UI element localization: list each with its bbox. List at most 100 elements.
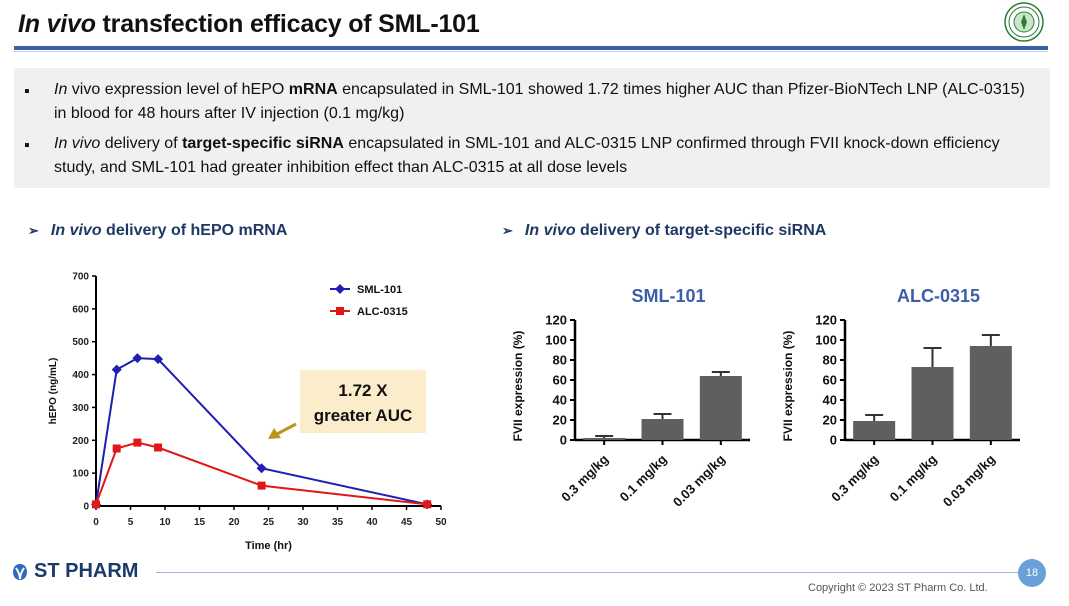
x-tick-label: 30 xyxy=(297,517,309,528)
y-tick-label: 500 xyxy=(72,337,89,348)
st-pharm-logo-icon xyxy=(13,563,27,580)
y-tick-label: 200 xyxy=(72,436,89,447)
footer-logo: ST PHARM xyxy=(10,560,138,583)
y-tick-label: 120 xyxy=(545,313,567,328)
y-tick-label: 80 xyxy=(823,353,837,368)
b1-text1: vivo expression level of hEPO xyxy=(67,81,289,98)
x-axis-label: Time (hr) xyxy=(245,540,292,552)
callout-arrow-shaft xyxy=(276,422,297,436)
y-tick-label: 120 xyxy=(815,313,837,328)
x-tick-label: 5 xyxy=(128,517,134,528)
bar xyxy=(911,367,954,440)
y-tick-label: 600 xyxy=(72,304,89,315)
x-tick-label: 50 xyxy=(435,517,447,528)
y-tick-label: 60 xyxy=(823,373,837,388)
b2-bold: target-specific siRNA xyxy=(182,135,344,152)
legend-label: SML-101 xyxy=(357,284,402,296)
x-tick-label: 25 xyxy=(263,517,275,528)
b1-italic: In xyxy=(54,81,68,98)
bar xyxy=(853,421,896,440)
y-tick-label: 100 xyxy=(545,333,567,348)
title-underline xyxy=(14,46,1048,50)
y-tick-label: 0 xyxy=(830,433,837,448)
section-left-text: delivery of hEPO mRNA xyxy=(101,222,288,239)
arrow-bullet-icon: ➢ xyxy=(28,223,39,238)
x-tick-label: 40 xyxy=(366,517,378,528)
summary-box xyxy=(14,68,1050,188)
title-underline-thin xyxy=(14,51,1048,52)
page-number-badge: 18 xyxy=(1018,559,1046,587)
bullet-marker: ▪ xyxy=(24,137,30,154)
x-tick-label: 0.1 mg/kg xyxy=(617,451,670,504)
copyright-text: Copyright © 2023 ST Pharm Co. Ltd. xyxy=(808,582,988,594)
bar xyxy=(969,346,1012,440)
page-title: In vivo transfection efficacy of SML-101 xyxy=(18,10,480,39)
y-tick-label: 400 xyxy=(72,370,89,381)
x-tick-label: 35 xyxy=(332,517,344,528)
y-tick-label: 40 xyxy=(823,393,837,408)
alc0315-bar-chart: ALC-0315 0 20 40 60 80 100 120 FVII expression (… xyxy=(781,286,1020,510)
seal-logo-icon xyxy=(1004,2,1044,42)
x-tick-label: 0.1 mg/kg xyxy=(887,451,940,504)
series-line xyxy=(95,441,428,506)
y-tick-label: 300 xyxy=(72,403,89,414)
data-point xyxy=(111,364,122,375)
callout-arrow-head-icon xyxy=(268,428,281,439)
y-tick-label: 60 xyxy=(553,373,567,388)
x-tick-label: 0.03 mg/kg xyxy=(670,451,728,509)
x-tick-label: 10 xyxy=(159,517,171,528)
footer-divider xyxy=(156,572,1018,573)
bar-chart-title: ALC-0315 xyxy=(897,286,980,306)
auc-callout-line2: greater AUC xyxy=(314,406,413,425)
b1-text2: encapsulated in SML-101 showed 1.72 time… xyxy=(54,81,1025,122)
summary-bullet-2: In vivo delivery of target-specific siRN… xyxy=(54,132,1034,180)
section-right-italic: In vivo xyxy=(524,222,576,239)
x-tick-label: 15 xyxy=(194,517,206,528)
hepo-line-chart: 0 100 200 300 400 500 600 700 0 5 10 15 20 25 30 35 40 45… xyxy=(48,272,447,553)
y-axis-label: FVII expression (%) xyxy=(511,331,525,442)
y-tick-label: 100 xyxy=(815,333,837,348)
title-italic: In vivo xyxy=(18,10,96,38)
section-right-text: delivery of target-specific siRNA xyxy=(575,222,827,239)
bar xyxy=(583,438,626,440)
x-tick-label: 0 xyxy=(93,517,99,528)
arrow-bullet-icon: ➢ xyxy=(502,223,513,238)
series-line xyxy=(95,357,428,506)
auc-callout-line1: 1.72 X xyxy=(338,381,388,400)
b2-text1: delivery of xyxy=(100,135,183,152)
data-point xyxy=(133,438,142,447)
summary-bullet-1: In vivo expression level of hEPO mRNA en… xyxy=(54,78,1034,126)
y-tick-label: 0 xyxy=(560,433,567,448)
y-tick-label: 20 xyxy=(553,413,567,428)
x-tick-label: 0.3 mg/kg xyxy=(828,451,881,504)
y-tick-label: 700 xyxy=(72,272,89,283)
title-rest: transfection efficacy of SML-101 xyxy=(95,10,480,38)
bar xyxy=(699,376,742,440)
data-point xyxy=(257,481,266,490)
y-axis-label: FVII expression (%) xyxy=(781,331,795,442)
x-tick-label: 45 xyxy=(401,517,413,528)
b2-text2: encapsulated in SML-101 and ALC-0315 LNP… xyxy=(54,135,1000,176)
y-tick-label: 40 xyxy=(553,393,567,408)
y-tick-label: 0 xyxy=(83,502,89,513)
data-point xyxy=(92,500,100,509)
data-point xyxy=(132,353,143,364)
data-point xyxy=(154,443,163,452)
data-point xyxy=(153,354,164,365)
sml101-bar-chart: SML-101 0 20 40 60 80 100 120 FVII expression (%… xyxy=(511,286,750,510)
y-tick-label: 20 xyxy=(823,413,837,428)
footer-logo-text: ST PHARM xyxy=(34,560,139,582)
auc-callout-box xyxy=(300,370,426,433)
x-tick-label: 0.3 mg/kg xyxy=(558,451,611,504)
bar xyxy=(641,419,684,440)
bar-chart-title: SML-101 xyxy=(631,286,705,306)
x-tick-label: 20 xyxy=(228,517,240,528)
section-heading-sirna: ➢ In vivo delivery of target-specific siR… xyxy=(502,222,826,240)
section-heading-mrna: ➢ In vivo delivery of hEPO mRNA xyxy=(28,222,287,240)
legend-marker xyxy=(335,284,345,294)
b2-italic: In vivo xyxy=(54,135,101,152)
y-tick-label: 100 xyxy=(72,469,89,480)
data-point xyxy=(256,463,267,474)
b1-bold: mRNA xyxy=(288,81,338,98)
section-left-italic: In vivo xyxy=(50,222,102,239)
